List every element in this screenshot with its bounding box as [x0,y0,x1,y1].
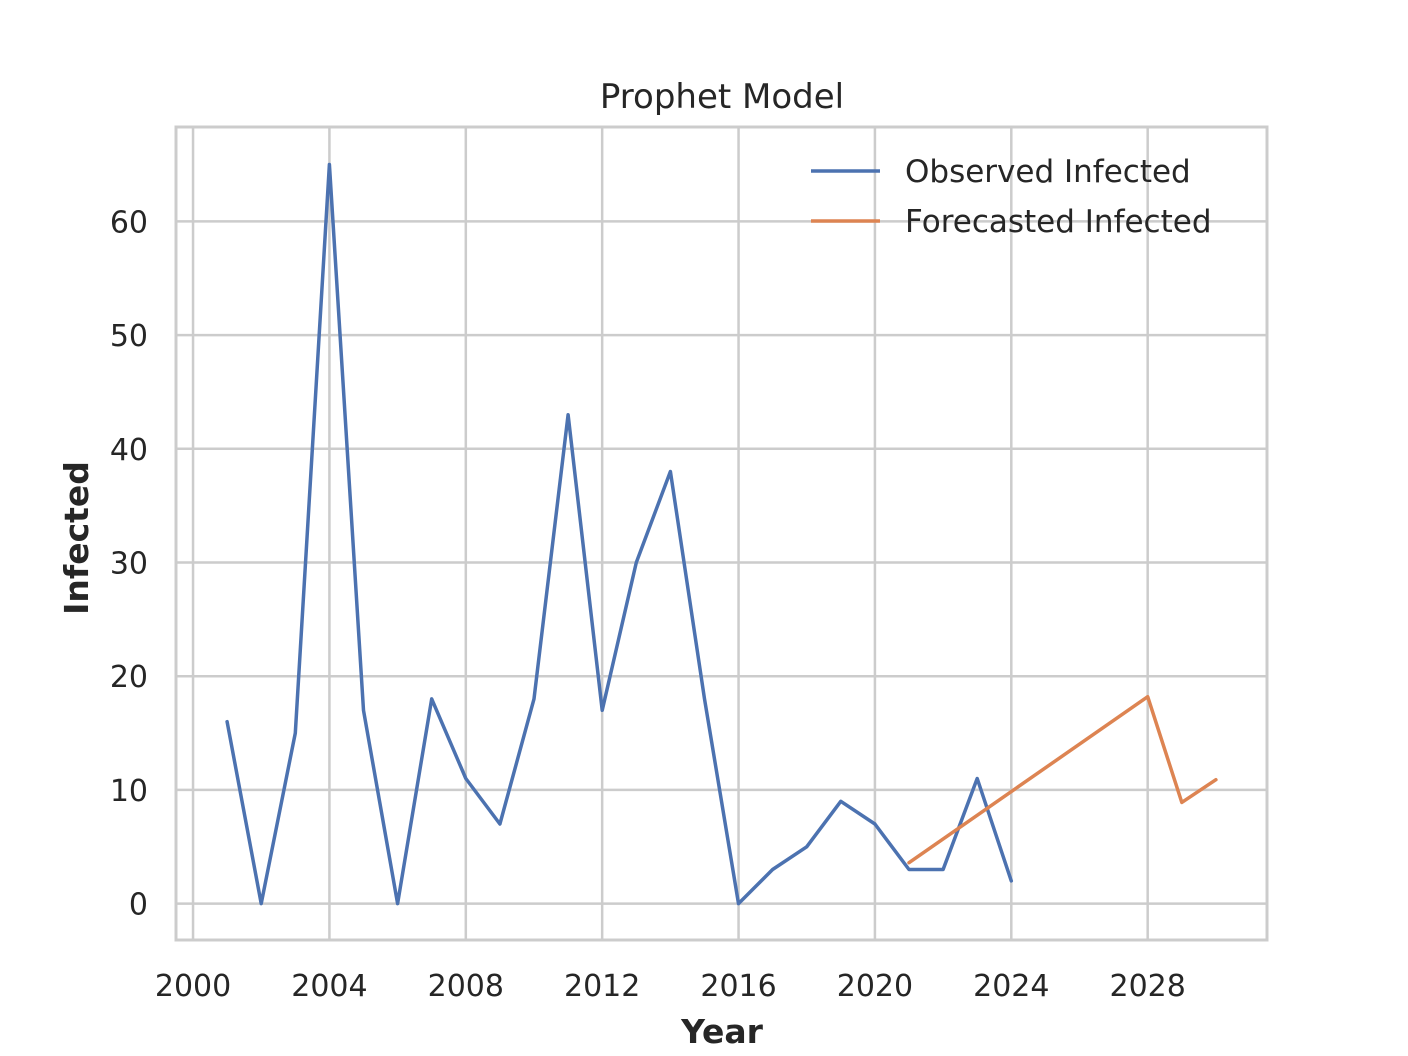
x-tick-label: 2028 [1109,969,1185,1004]
series-line-1 [907,694,1218,865]
series-lines [225,162,1218,906]
y-tick-labels: 0 10 20 30 40 50 60 [110,205,148,922]
chart-title: Prophet Model [600,77,844,117]
y-tick-label: 0 [129,888,148,923]
x-tick-label: 2008 [428,969,504,1004]
x-tick-label: 2004 [291,969,367,1004]
series-line-0 [225,162,1014,906]
legend-label: Forecasted Infected [905,204,1212,240]
y-axis-title: Infected [57,461,96,615]
plot-frame [174,125,1269,942]
y-tick-label: 50 [110,319,148,354]
y-tick-label: 60 [110,205,148,240]
x-tick-labels: 2000 2004 2008 2012 2016 2020 2024 2028 [155,969,1186,1004]
x-axis-title: Year [680,1012,764,1051]
legend-label: Observed Infected [905,154,1191,190]
y-tick-label: 10 [110,774,148,809]
x-tick-label: 2016 [700,969,776,1004]
y-tick-label: 30 [110,546,148,581]
x-tick-label: 2020 [837,969,913,1004]
y-tick-label: 40 [110,433,148,468]
legend: Observed Infected Forecasted Infected [811,154,1212,240]
y-tick-label: 20 [110,660,148,695]
x-tick-label: 2024 [973,969,1049,1004]
x-tick-label: 2012 [564,969,640,1004]
x-tick-label: 2000 [155,969,231,1004]
grid [176,127,1267,940]
